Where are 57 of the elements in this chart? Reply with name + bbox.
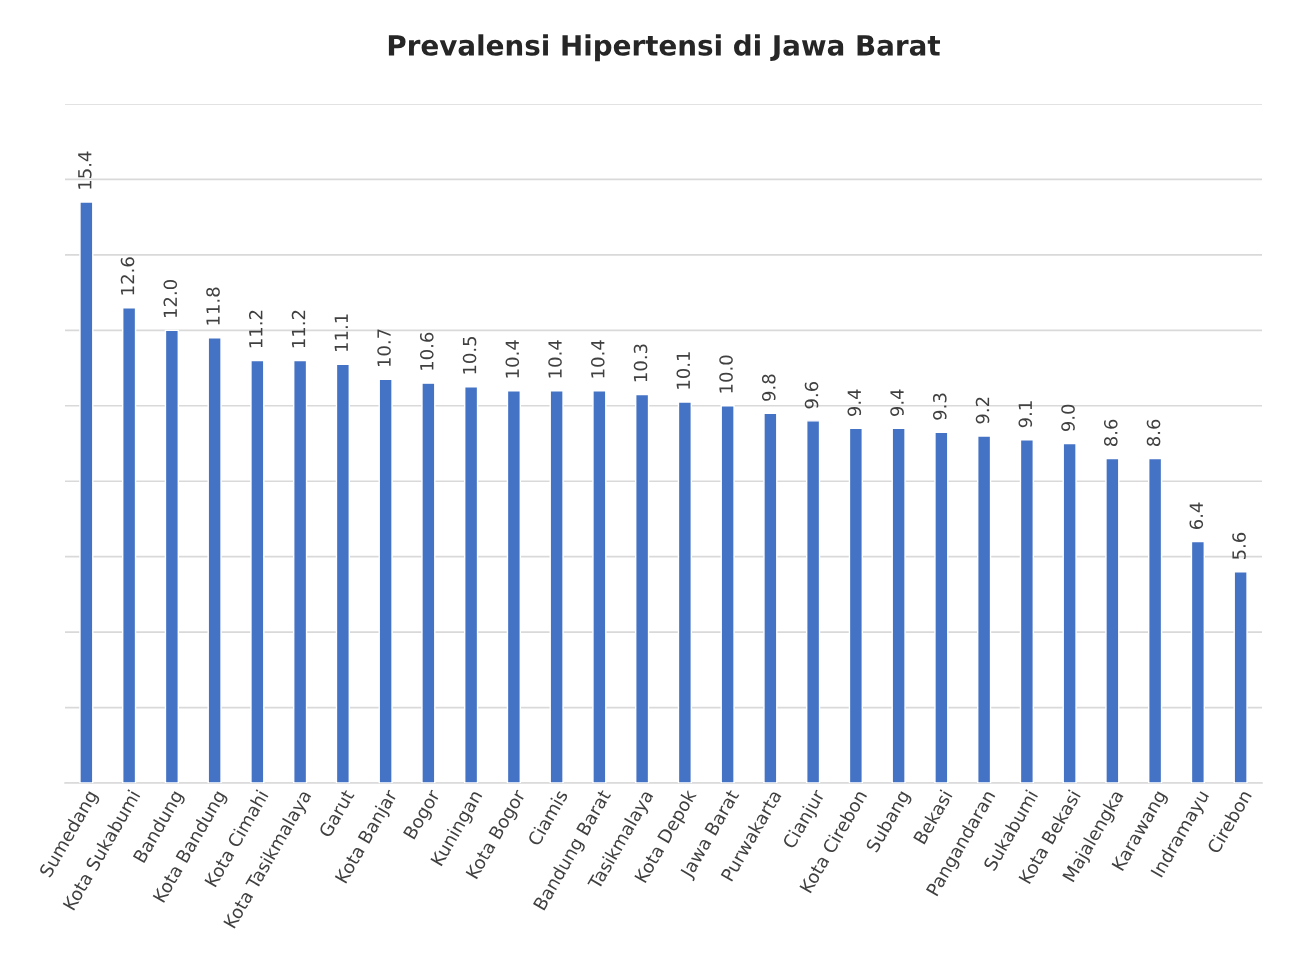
- bar: [1062, 442, 1077, 783]
- data-label: 10.4: [548, 340, 562, 378]
- data-label: 9.4: [847, 389, 862, 416]
- bar: [207, 337, 222, 783]
- bar: [763, 412, 778, 783]
- data-label: 8.6: [1103, 419, 1118, 447]
- bar: [806, 420, 821, 783]
- data-label: 11.8: [206, 287, 220, 325]
- data-label: 10.6: [419, 332, 434, 370]
- data-label: 12.0: [163, 280, 178, 318]
- data-label: 9.3: [932, 393, 947, 420]
- bar: [635, 393, 650, 783]
- bar: [1019, 439, 1034, 783]
- data-label: 8.6: [1146, 419, 1161, 447]
- data-label: 9.0: [1061, 404, 1075, 432]
- bar: [1190, 540, 1205, 783]
- data-label: 12.6: [120, 257, 135, 295]
- data-label: 10.5: [462, 336, 477, 374]
- data-label: 9.2: [975, 397, 990, 424]
- bar: [335, 363, 350, 783]
- bar: [677, 401, 692, 783]
- bar: [378, 378, 393, 783]
- data-label: 10.3: [633, 344, 648, 382]
- data-label: 11.2: [248, 310, 263, 348]
- data-label: 9.6: [804, 381, 819, 409]
- bar: [506, 389, 521, 783]
- data-label: 10.4: [505, 340, 520, 378]
- data-label: 11.1: [334, 314, 348, 351]
- bar: [891, 427, 906, 783]
- bar: [848, 427, 863, 783]
- bar: [250, 359, 265, 783]
- bar: [934, 431, 949, 783]
- data-label: 6.4: [1189, 502, 1204, 529]
- data-label: 9.1: [1018, 401, 1033, 428]
- data-label: 10.7: [377, 329, 391, 367]
- bar: [122, 307, 137, 783]
- bar: [977, 435, 992, 783]
- data-label: 10.0: [719, 355, 733, 393]
- bar: [421, 382, 436, 783]
- data-label: 9.8: [761, 374, 776, 401]
- data-label: 11.2: [291, 310, 306, 348]
- bar: [720, 405, 735, 783]
- bar: [1105, 457, 1120, 783]
- bar: [79, 201, 94, 783]
- bar: [1148, 457, 1163, 783]
- bar: [549, 389, 564, 783]
- bar: [1233, 571, 1248, 783]
- bar: [592, 389, 607, 783]
- data-label: 10.1: [676, 352, 691, 389]
- data-label: 5.6: [1232, 532, 1246, 560]
- bar: [464, 386, 479, 783]
- data-label: 10.4: [590, 340, 605, 378]
- chart-title: Prevalensi Hipertensi di Jawa Barat: [388, 34, 941, 62]
- bar: [164, 329, 179, 783]
- data-label: 9.4: [890, 389, 904, 416]
- data-label: 15.4: [78, 151, 92, 189]
- bar: [293, 359, 308, 783]
